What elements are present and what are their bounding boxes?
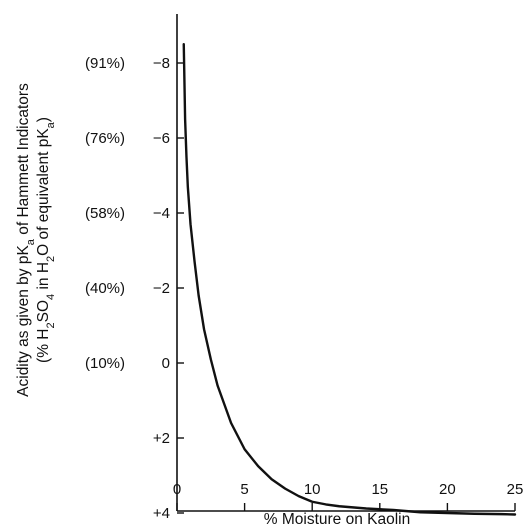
x-tick-label: 20 bbox=[439, 481, 456, 498]
x-tick-label: 5 bbox=[240, 481, 248, 498]
y-tick-label: −2 bbox=[153, 280, 170, 297]
y-ticks: −8 (91%) −6 (76%) −4 (58%) −2 (40%) 0 (10%) +2 +4 bbox=[85, 55, 184, 522]
series-line bbox=[182, 43, 517, 516]
y-tick-label: −6 bbox=[153, 130, 170, 147]
y-axis-title: Acidity as given by pKa of Hammett Indic… bbox=[15, 83, 57, 397]
axes bbox=[176, 14, 515, 512]
y-tick-alt-label: (76%) bbox=[85, 130, 125, 147]
y-tick-alt-label: (58%) bbox=[85, 205, 125, 222]
y-tick-alt-label: (10%) bbox=[85, 355, 125, 372]
y-tick-label: −8 bbox=[153, 55, 170, 72]
y-tick-label: +2 bbox=[153, 430, 170, 447]
y-tick-label: +4 bbox=[153, 505, 170, 522]
y-tick-label: 0 bbox=[162, 355, 170, 372]
y-tick-alt-label: (40%) bbox=[85, 280, 125, 297]
x-tick-label: 0 bbox=[173, 481, 181, 498]
y-axis-title-line-2: (% H2SO4 in H2O of equivalent pKa) bbox=[35, 117, 57, 363]
series-layer bbox=[182, 43, 517, 516]
x-tick-label: 15 bbox=[371, 481, 388, 498]
x-tick-label: 10 bbox=[304, 481, 321, 498]
x-axis-title: % Moisture on Kaolin bbox=[264, 511, 410, 528]
x-ticks: 0 5 10 15 20 25 bbox=[173, 481, 524, 511]
y-tick-label: −4 bbox=[153, 205, 170, 222]
x-tick-label: 25 bbox=[507, 481, 524, 498]
y-tick-alt-label: (91%) bbox=[85, 55, 125, 72]
y-axis-title-line-1: Acidity as given by pKa of Hammett Indic… bbox=[15, 83, 37, 397]
